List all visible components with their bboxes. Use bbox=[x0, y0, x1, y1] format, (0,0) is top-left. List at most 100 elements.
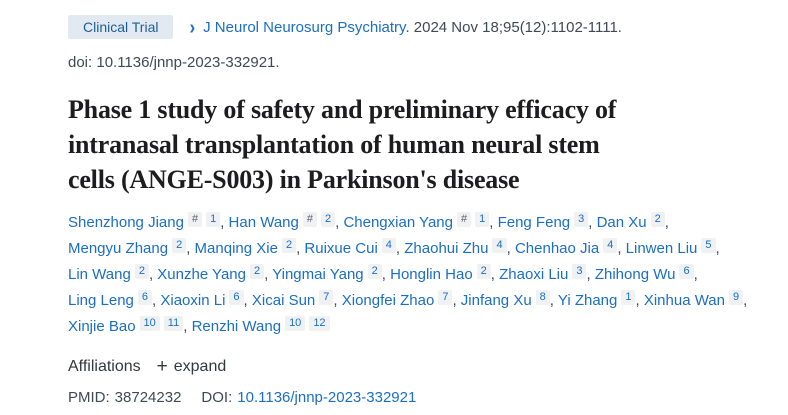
affiliation-number: 2 bbox=[650, 212, 665, 227]
affiliation-number: 9 bbox=[729, 290, 744, 305]
author: Shenzhong Jiang #1, bbox=[68, 212, 225, 231]
author-separator: , bbox=[693, 266, 698, 283]
author: Yingmai Yang 2, bbox=[272, 264, 386, 283]
affiliation-number: 8 bbox=[535, 290, 550, 305]
doi-line: doi: 10.1136/jnnp-2023-332921. bbox=[68, 54, 280, 71]
author-link[interactable]: Xinjie Bao bbox=[68, 318, 136, 335]
affiliation-number: 10 bbox=[285, 316, 306, 331]
affiliation-number: 2 bbox=[134, 264, 149, 279]
author-link[interactable]: Chengxian Yang bbox=[343, 214, 453, 231]
author-separator: , bbox=[243, 292, 248, 309]
expand-affiliations-button[interactable]: + expand bbox=[157, 357, 227, 376]
author-link[interactable]: Xiongfei Zhao bbox=[341, 292, 435, 309]
affiliations-label: Affiliations bbox=[68, 357, 141, 375]
title-line-3: cells (ANGE-S003) in Parkinson's disease bbox=[68, 165, 520, 194]
author-separator: , bbox=[664, 214, 669, 231]
author-separator: , bbox=[743, 292, 748, 309]
author-link[interactable]: Zhaohui Zhu bbox=[404, 240, 489, 257]
doi-link[interactable]: 10.1136/jnnp-2023-332921 bbox=[237, 389, 417, 406]
citation-row: Clinical Trial › J Neurol Neurosurg Psyc… bbox=[68, 15, 760, 39]
affiliation-number: 2 bbox=[281, 238, 297, 253]
author: Chengxian Yang #1, bbox=[343, 212, 494, 231]
affiliation-number: 4 bbox=[492, 238, 507, 253]
author: Ling Leng 6, bbox=[68, 290, 156, 309]
author-separator: , bbox=[333, 292, 338, 309]
article-title: Phase 1 study of safety and preliminary … bbox=[68, 92, 760, 197]
identifiers-row: PMID: 38724232 DOI: 10.1136/jnnp-2023-3329… bbox=[68, 389, 760, 406]
doi-group: DOI: 10.1136/jnnp-2023-332921 bbox=[201, 389, 416, 406]
author-link[interactable]: Xinhua Wan bbox=[643, 292, 725, 309]
affiliation-number: 2 bbox=[249, 264, 265, 279]
author-link[interactable]: Xunzhe Yang bbox=[157, 266, 246, 283]
author: Zhaoxi Liu 3, bbox=[499, 264, 591, 283]
author-separator: , bbox=[264, 266, 269, 283]
author-link[interactable]: Jinfang Xu bbox=[460, 292, 532, 309]
author: Lin Wang 2, bbox=[68, 264, 154, 283]
affiliation-number: 4 bbox=[381, 238, 396, 253]
author-link[interactable]: Ling Leng bbox=[68, 292, 134, 309]
author-separator: , bbox=[395, 240, 401, 257]
author: Manqing Xie 2, bbox=[194, 238, 301, 257]
author-link[interactable]: Shenzhong Jiang bbox=[68, 214, 184, 231]
author-link[interactable]: Dan Xu bbox=[596, 214, 647, 231]
author-separator: , bbox=[635, 292, 640, 309]
author-link[interactable]: Feng Feng bbox=[497, 214, 571, 231]
author: Yi Zhang 1, bbox=[557, 290, 640, 309]
author-separator: , bbox=[588, 214, 593, 231]
author-separator: , bbox=[220, 214, 225, 231]
affiliation-number: 1 bbox=[621, 290, 636, 305]
affiliation-number: 5 bbox=[701, 238, 716, 253]
affiliation-number: 3 bbox=[572, 264, 587, 279]
affiliation-number: 7 bbox=[319, 290, 334, 305]
affiliation-number: 6 bbox=[679, 264, 694, 279]
author-link[interactable]: Xicai Sun bbox=[251, 292, 316, 309]
author-link[interactable]: Xiaoxin Li bbox=[160, 292, 226, 309]
author-link[interactable]: Han Wang bbox=[228, 214, 299, 231]
author-separator: , bbox=[506, 240, 511, 257]
author-link[interactable]: Yingmai Yang bbox=[272, 266, 364, 283]
affiliations-row: Affiliations + expand bbox=[68, 357, 760, 376]
author-link[interactable]: Manqing Xie bbox=[194, 240, 278, 257]
author-link[interactable]: Linwen Liu bbox=[625, 240, 698, 257]
plus-icon: + bbox=[156, 356, 168, 377]
pmid-value: 38724232 bbox=[114, 389, 182, 406]
affiliation-number: 3 bbox=[574, 212, 589, 227]
expand-label: expand bbox=[173, 357, 227, 375]
author: Han Wang #2, bbox=[228, 212, 339, 231]
author: Xinhua Wan 9, bbox=[643, 290, 748, 309]
author: Jinfang Xu 8, bbox=[460, 290, 554, 309]
author: Xinjie Bao 10 11, bbox=[68, 316, 188, 335]
journal-link[interactable]: J Neurol Neurosurg Psychiatry bbox=[203, 18, 406, 36]
author-link[interactable]: Ruixue Cui bbox=[304, 240, 378, 257]
author-link[interactable]: Lin Wang bbox=[68, 266, 131, 283]
affiliation-number: 6 bbox=[229, 290, 244, 305]
equal-contribution-marker: # bbox=[456, 212, 472, 227]
author-link[interactable]: Chenhao Jia bbox=[514, 240, 600, 257]
author-list: Shenzhong Jiang #1, Han Wang #2, Chengxian… bbox=[68, 210, 760, 340]
affiliation-number: 1 bbox=[475, 212, 490, 227]
author-separator: , bbox=[296, 240, 301, 257]
author-separator: , bbox=[186, 240, 191, 257]
author-separator: , bbox=[183, 318, 188, 335]
author: Chenhao Jia 4, bbox=[514, 238, 621, 257]
affiliation-number: 6 bbox=[137, 290, 153, 305]
author-link[interactable]: Mengyu Zhang bbox=[68, 240, 169, 257]
author-separator: , bbox=[148, 266, 154, 283]
author: Zhihong Wu 6, bbox=[594, 264, 698, 283]
author-link[interactable]: Zhaoxi Liu bbox=[499, 266, 569, 283]
author-separator: , bbox=[715, 240, 720, 257]
author-link[interactable]: Yi Zhang bbox=[557, 292, 618, 309]
author-link[interactable]: Honglin Hao bbox=[390, 266, 473, 283]
author-separator: , bbox=[489, 214, 494, 231]
article-header: Clinical Trial › J Neurol Neurosurg Psyc… bbox=[68, 15, 760, 406]
pmid-group: PMID: 38724232 bbox=[68, 389, 181, 406]
affiliation-number: 7 bbox=[438, 290, 453, 305]
journal-citation: J Neurol Neurosurg Psychiatry. 2024 Nov … bbox=[203, 19, 622, 36]
author: Linwen Liu 5, bbox=[625, 238, 720, 257]
equal-contribution-marker: # bbox=[187, 212, 203, 227]
author-link[interactable]: Zhihong Wu bbox=[594, 266, 676, 283]
affiliation-number: 1 bbox=[206, 212, 221, 227]
author-link[interactable]: Renzhi Wang bbox=[191, 318, 282, 335]
author-separator: , bbox=[381, 266, 386, 283]
doi-label: DOI: bbox=[201, 389, 233, 406]
